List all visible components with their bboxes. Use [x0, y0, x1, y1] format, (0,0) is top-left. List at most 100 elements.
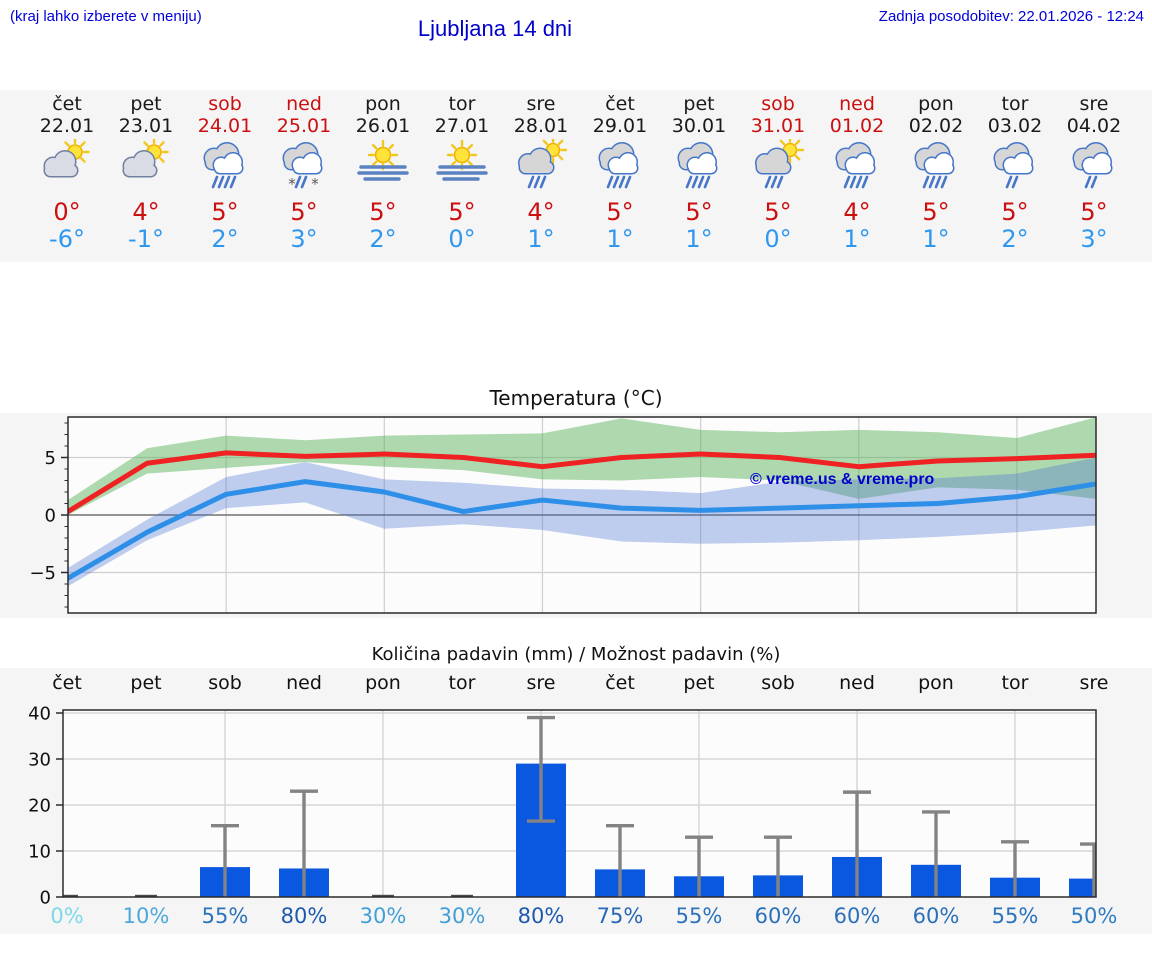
precip-ytick-label: 40 [28, 704, 51, 725]
precip-day-label: tor [1001, 672, 1029, 694]
day-name: sob [208, 93, 242, 115]
day-date: 01.02 [829, 115, 885, 137]
precip-probability-label: 60% [833, 904, 881, 928]
day-date: 30.01 [671, 115, 727, 137]
precip-probability-label: 30% [359, 904, 407, 928]
precipitation-chart-title: Količina padavin (mm) / Možnost padavin … [371, 644, 781, 665]
precip-day-label: pet [130, 672, 162, 694]
temperature-chart-title: Temperatura (°C) [489, 386, 663, 410]
day-name: pet [130, 93, 162, 115]
sleet-icon: * * [263, 139, 345, 197]
precip-day-label: ned [839, 672, 875, 694]
day-low-temp: 0° [448, 225, 476, 253]
day-high-temp: 4° [132, 198, 160, 226]
precip-probability-label: 30% [438, 904, 486, 928]
precip-probability-label: 10% [122, 904, 170, 928]
precip-probability-label: 0% [50, 904, 84, 928]
precip-whisker [527, 715, 555, 823]
day-date: 25.01 [276, 115, 332, 137]
precip-bar [1069, 878, 1096, 897]
sun-rain-icon [737, 135, 819, 197]
precip-day-label: sob [208, 672, 242, 694]
day-low-temp: -6° [49, 225, 85, 253]
day-date: 22.01 [39, 115, 95, 137]
temp-ytick-label: −5 [29, 563, 56, 584]
day-name: pet [683, 93, 715, 115]
temp-band-max-range [68, 417, 1096, 515]
page-title: Ljubljana 14 dni [417, 16, 573, 41]
precip-whisker [290, 789, 318, 897]
temp-line-max [68, 450, 1096, 515]
precip-probability-label: 60% [754, 904, 802, 928]
day-name: ned [286, 93, 322, 115]
forecast-day-column: pon 02.02 5° 1° [895, 90, 977, 253]
forecast-day-column: tor 03.02 5° 2° [974, 90, 1056, 253]
precip-probability-label: 55% [201, 904, 249, 928]
rain-icon [895, 139, 977, 197]
precip-whisker [606, 823, 634, 897]
precip-day-label: čet [605, 672, 635, 694]
precip-day-label: sre [526, 672, 556, 694]
rain-icon [658, 139, 740, 197]
precip-day-label: čet [52, 672, 82, 694]
day-low-temp: 1° [843, 225, 871, 253]
day-low-temp: 2° [211, 225, 239, 253]
precipitation-chart: 0 10 20 30 40 [28, 704, 1097, 905]
precip-ytick-label: 20 [28, 796, 51, 817]
forecast-day-column: ned 01.02 4° 1° [816, 90, 898, 253]
precip-whisker [922, 810, 950, 897]
day-high-temp: 5° [448, 198, 476, 226]
fog-sun-icon [342, 139, 424, 197]
precip-whisker [1080, 842, 1096, 897]
precip-probability-label: 80% [280, 904, 328, 928]
day-low-temp: 2° [1001, 225, 1029, 253]
day-name: čet [52, 93, 82, 115]
precip-day-label: sob [761, 672, 795, 694]
precip-bar-trace [372, 894, 394, 897]
precip-day-label: pet [683, 672, 715, 694]
day-date: 27.01 [434, 115, 490, 137]
day-date: 03.02 [987, 115, 1043, 137]
day-name: ned [839, 93, 875, 115]
menu-hint-note: (kraj lahko izberete v meniju) [10, 8, 202, 25]
precip-whisker [843, 790, 871, 897]
day-low-temp: -1° [128, 225, 164, 253]
day-high-temp: 5° [922, 198, 950, 226]
precip-day-label: pon [365, 672, 401, 694]
rain-icon [816, 139, 898, 197]
forecast-day-column: čet 22.01 0° -6° [26, 90, 108, 253]
day-high-temp: 5° [1080, 198, 1108, 226]
precip-day-label: sre [1079, 672, 1109, 694]
forecast-day-column: sre 28.01 4° 1° [500, 90, 582, 253]
forecast-day-column: pet 30.01 5° 1° [658, 90, 740, 253]
temp-ytick-label: 5 [45, 448, 56, 469]
forecast-day-column: pon 26.01 5° 2° [342, 90, 424, 253]
day-date: 04.02 [1066, 115, 1122, 137]
precip-ytick-label: 30 [28, 750, 51, 771]
precip-bar-trace [63, 894, 78, 897]
precip-probability-label: 60% [912, 904, 960, 928]
day-high-temp: 5° [211, 198, 239, 226]
day-high-temp: 5° [606, 198, 634, 226]
day-low-temp: 1° [527, 225, 555, 253]
temp-ytick-label: 0 [45, 506, 56, 527]
precip-day-label: tor [448, 672, 476, 694]
day-date: 02.02 [908, 115, 964, 137]
forecast-strip: čet 22.01 0° -6° pet 23.01 4° -1° sob 24.01 5° 2° ne… [0, 90, 1152, 262]
day-name: pon [918, 93, 954, 115]
precip-whisker [764, 835, 792, 897]
svg-text:*: * [311, 175, 319, 193]
day-high-temp: 5° [685, 198, 713, 226]
precip-bar-trace [135, 894, 157, 897]
day-date: 24.01 [197, 115, 253, 137]
precip-ytick-label: 10 [28, 842, 51, 863]
day-high-temp: 4° [527, 198, 555, 226]
day-high-temp: 0° [53, 198, 81, 226]
day-high-temp: 5° [290, 198, 318, 226]
temp-band-min-range [68, 457, 1096, 587]
partly-sunny-icon [105, 137, 187, 197]
precipitation-probability-row: 0% 10% 55% 80% 30% 30% 80% 75% 55% 60% 60% 60% 55% 50… [0, 904, 1152, 932]
precip-probability-label: 80% [517, 904, 565, 928]
precip-bar-trace [451, 894, 473, 897]
